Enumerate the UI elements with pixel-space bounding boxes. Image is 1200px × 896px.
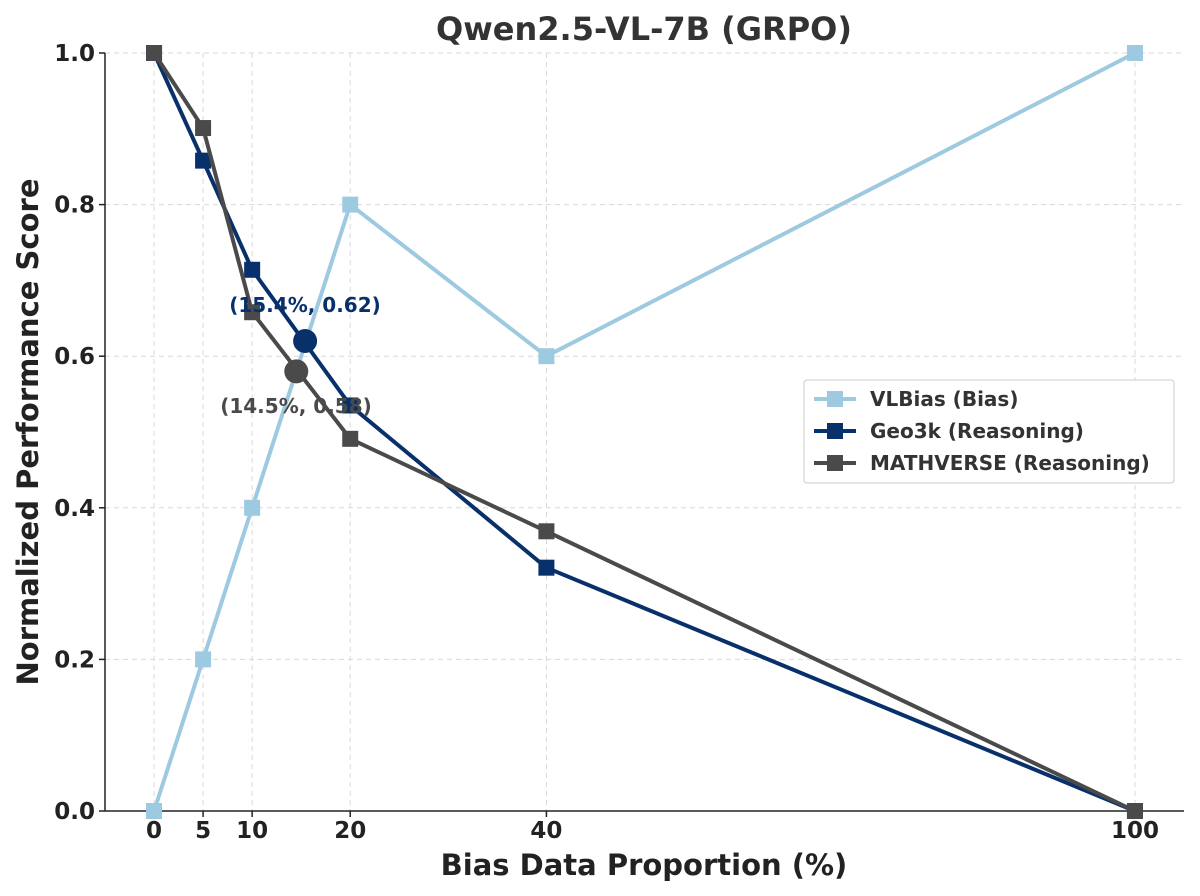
y-axis-label: Normalized Performance Score: [11, 179, 45, 686]
data-point: [195, 152, 212, 169]
crossover-point: [293, 329, 318, 354]
y-tick-label: 0.2: [54, 647, 95, 673]
data-point: [342, 397, 359, 414]
series-line: [152, 51, 1136, 812]
x-tick-label: 100: [1111, 818, 1159, 844]
data-point: [1126, 45, 1143, 61]
data-point: [195, 120, 212, 137]
legend-swatch-marker: [827, 455, 843, 471]
data-point: [538, 348, 555, 365]
data-point: [244, 261, 261, 278]
x-tick-label: 10: [236, 818, 268, 844]
y-tick-label: 0.0: [54, 799, 95, 825]
legend-swatch-marker: [827, 423, 843, 439]
legend-label: MATHVERSE (Reasoning): [870, 451, 1150, 475]
data-point: [244, 499, 261, 516]
legend-label: VLBias (Bias): [870, 387, 1018, 411]
data-point: [146, 45, 163, 61]
y-tick-label: 0.6: [54, 344, 95, 370]
data-point: [1126, 803, 1143, 819]
x-tick-label: 20: [334, 818, 366, 844]
data-point: [244, 304, 261, 321]
y-tick-label: 0.8: [54, 193, 95, 219]
y-tick-label: 1.0: [54, 41, 95, 67]
y-tick-label: 0.4: [54, 496, 95, 522]
crossover-point: [284, 359, 309, 384]
series-0: [146, 45, 1143, 819]
x-tick-label: 0: [146, 818, 162, 844]
ticks: 0 5 10 20 40 100 0.0 0.2 0.4 0.6 0.8 1.0: [54, 41, 1159, 844]
data-point: [342, 430, 359, 447]
data-point: [538, 559, 555, 576]
data-point: [146, 803, 163, 819]
legend-label: Geo3k (Reasoning): [870, 419, 1084, 443]
annotations: (15.4%, 0.62) (14.5%, 0.58): [220, 293, 381, 418]
crossover-label: (14.5%, 0.58): [220, 394, 372, 418]
crossover-label: (15.4%, 0.62): [229, 293, 381, 317]
x-tick-label: 5: [195, 818, 211, 844]
data-point: [342, 196, 359, 213]
legend-box: [803, 379, 1175, 484]
legend-swatch-marker: [827, 391, 843, 407]
data-point: [195, 651, 212, 668]
data-point: [538, 523, 555, 540]
axes: [104, 53, 1184, 812]
legend: VLBias (Bias) Geo3k (Reasoning) MATHVERSE …: [803, 379, 1175, 484]
x-tick-label: 40: [530, 818, 562, 844]
x-axis-label: Bias Data Proportion (%): [441, 848, 848, 882]
chart-title: Qwen2.5-VL-7B (GRPO): [436, 10, 852, 48]
